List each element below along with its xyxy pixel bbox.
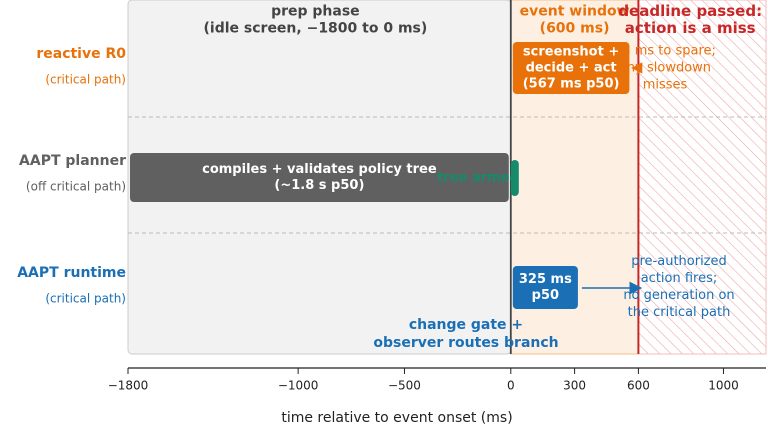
lane-label: reactive R0 [36,46,126,62]
bar-label: p50 [532,288,559,303]
gate-annotation: change gate + [409,317,523,333]
region-deadline [637,0,767,355]
bar-label: decide + act [526,61,617,76]
bar-label: compiles + validates policy tree [202,162,437,177]
armed-annotation: tree armed [437,171,519,186]
bar-label: screenshot + [523,45,619,60]
bar [512,266,578,309]
x-tick-label: 300 [563,379,586,393]
spare-annotation: any slowdown [619,61,711,76]
x-tick-label: 600 [627,379,650,393]
x-tick-label: −500 [388,379,421,393]
lane-sublabel: (critical path) [45,292,126,306]
x-tick-label: −1800 [108,379,149,393]
region-deadline-title: action is a miss [625,19,756,37]
bar-label: (567 ms p50) [523,77,620,92]
bar [510,160,519,196]
region-window-title: event window [520,4,630,20]
region-window-title: (600 ms) [540,21,610,37]
bar-label: 325 ms [519,272,572,287]
x-tick-label: −1000 [278,379,319,393]
bar [130,153,509,202]
lane-sublabel: (critical path) [45,73,126,87]
lane-label: AAPT planner [19,153,126,169]
gate-annotation: observer routes branch [373,335,558,351]
region-prep-title: prep phase [271,4,360,20]
spare-annotation: 33 ms to spare; [614,44,716,59]
x-tick-label: 0 [507,379,515,393]
bar [512,42,630,94]
fires-annotation: the critical path [628,305,731,320]
fires-annotation: no generation on [623,288,734,303]
x-tick-label: 1000 [708,379,739,393]
spare-annotation: misses [643,78,688,93]
region-deadline-title: deadline passed: [618,2,762,20]
fires-annotation: pre-authorized [631,254,727,269]
lane-sublabel: (off critical path) [26,180,126,194]
x-axis-label: time relative to event onset (ms) [281,410,512,426]
fires-annotation: action fires; [641,271,718,286]
bar-label: (~1.8 s p50) [274,178,364,193]
lane-label: AAPT runtime [17,265,126,281]
region-prep-title: (idle screen, −1800 to 0 ms) [204,21,428,37]
